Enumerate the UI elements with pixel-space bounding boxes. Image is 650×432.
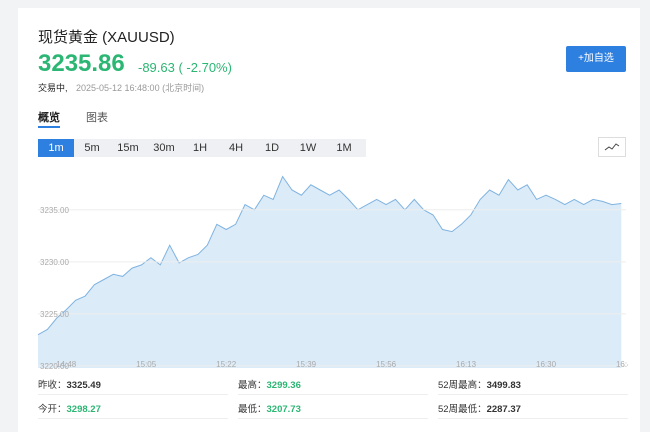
timeframe[interactable]: 1H xyxy=(192,142,208,154)
timeframe[interactable]: 1M xyxy=(336,142,352,154)
timeframe[interactable]: 1m xyxy=(38,139,74,157)
y-tick-label: 3220.00 xyxy=(40,362,69,370)
x-tick-label: 14:48 xyxy=(56,360,77,369)
stat: 昨收：3325.49 xyxy=(38,377,101,391)
x-tick-label: 16:30 xyxy=(536,360,557,369)
stat: 最低：3207.73 xyxy=(238,401,301,415)
x-tick-label: 16:13 xyxy=(456,360,477,369)
add-button[interactable]: +加自选 xyxy=(566,46,626,72)
tab[interactable]: 图表 xyxy=(86,112,108,124)
stat-value: 3298.27 xyxy=(66,404,101,415)
icon xyxy=(604,143,620,151)
timeframe[interactable]: 4H xyxy=(228,142,244,154)
stat: 最高：3299.36 xyxy=(238,377,301,391)
y-tick-label: 3235.00 xyxy=(40,206,69,215)
stat-label: 52周最高： xyxy=(438,380,487,391)
plot: 3220.00 3225.00 3230.00 3235.00 14:48 15:05 15… xyxy=(37,175,637,370)
divider xyxy=(38,394,228,395)
x-tick-label: 15:39 xyxy=(296,360,317,369)
card: 现货黄金 (XAUUSD) 3235.86 -89.63 ( -2.70%) 交… xyxy=(18,8,640,432)
divider xyxy=(238,418,428,419)
status: 交易中, xyxy=(38,83,68,93)
change: -89.63 ( -2.70%) xyxy=(138,60,232,75)
stat-value: 3207.73 xyxy=(266,404,301,415)
chart-type-button[interactable] xyxy=(598,137,626,157)
stat-value: 3299.36 xyxy=(266,380,301,391)
stat-label: 最低： xyxy=(238,404,267,415)
x-tick-label: 16:47 xyxy=(616,360,637,369)
stat: 今开：3298.27 xyxy=(38,401,101,415)
x-tick-label: 15:22 xyxy=(216,360,237,369)
stat-label: 52周最低： xyxy=(438,404,487,415)
x-tick-label: 15:56 xyxy=(376,360,397,369)
stat: 52周最低：2287.37 xyxy=(438,401,521,415)
divider xyxy=(238,394,428,395)
price: 3235.86 xyxy=(38,50,125,77)
y-tick-label: 3230.00 xyxy=(40,258,69,267)
stat-label: 今开： xyxy=(38,404,67,415)
divider xyxy=(38,418,228,419)
title: 现货黄金 (XAUUSD) xyxy=(38,29,175,46)
stat-value: 3325.49 xyxy=(66,380,101,391)
divider xyxy=(438,418,628,419)
area xyxy=(38,176,622,368)
timeframe[interactable]: 1D xyxy=(264,142,280,154)
divider xyxy=(438,394,628,395)
timeframe-bar: 1m 5m 15m 30m 1H 4H 1D 1W 1M xyxy=(38,139,366,157)
chart: 3220.00 3225.00 3230.00 3235.00 14:48 15:05 15… xyxy=(37,175,637,370)
y-tick-label: 3225.00 xyxy=(40,310,69,319)
stat-value: 3499.83 xyxy=(486,380,521,391)
time: 2025-05-12 16:48:00 (北京时间) xyxy=(76,83,205,93)
x-tick-label: 15:05 xyxy=(136,360,157,369)
price-line xyxy=(37,175,622,336)
tab-underline xyxy=(38,126,60,128)
tab[interactable]: 概览 xyxy=(38,112,60,124)
stat-label: 昨收： xyxy=(38,380,67,391)
stat: 52周最高：3499.83 xyxy=(438,377,521,391)
stat-label: 最高： xyxy=(238,380,267,391)
timeframe[interactable]: 5m xyxy=(84,142,100,154)
timeframe[interactable]: 15m xyxy=(117,142,139,154)
timeframe[interactable]: 1W xyxy=(299,142,317,154)
timeframe[interactable]: 30m xyxy=(153,142,175,154)
stat-value: 2287.37 xyxy=(486,404,521,415)
